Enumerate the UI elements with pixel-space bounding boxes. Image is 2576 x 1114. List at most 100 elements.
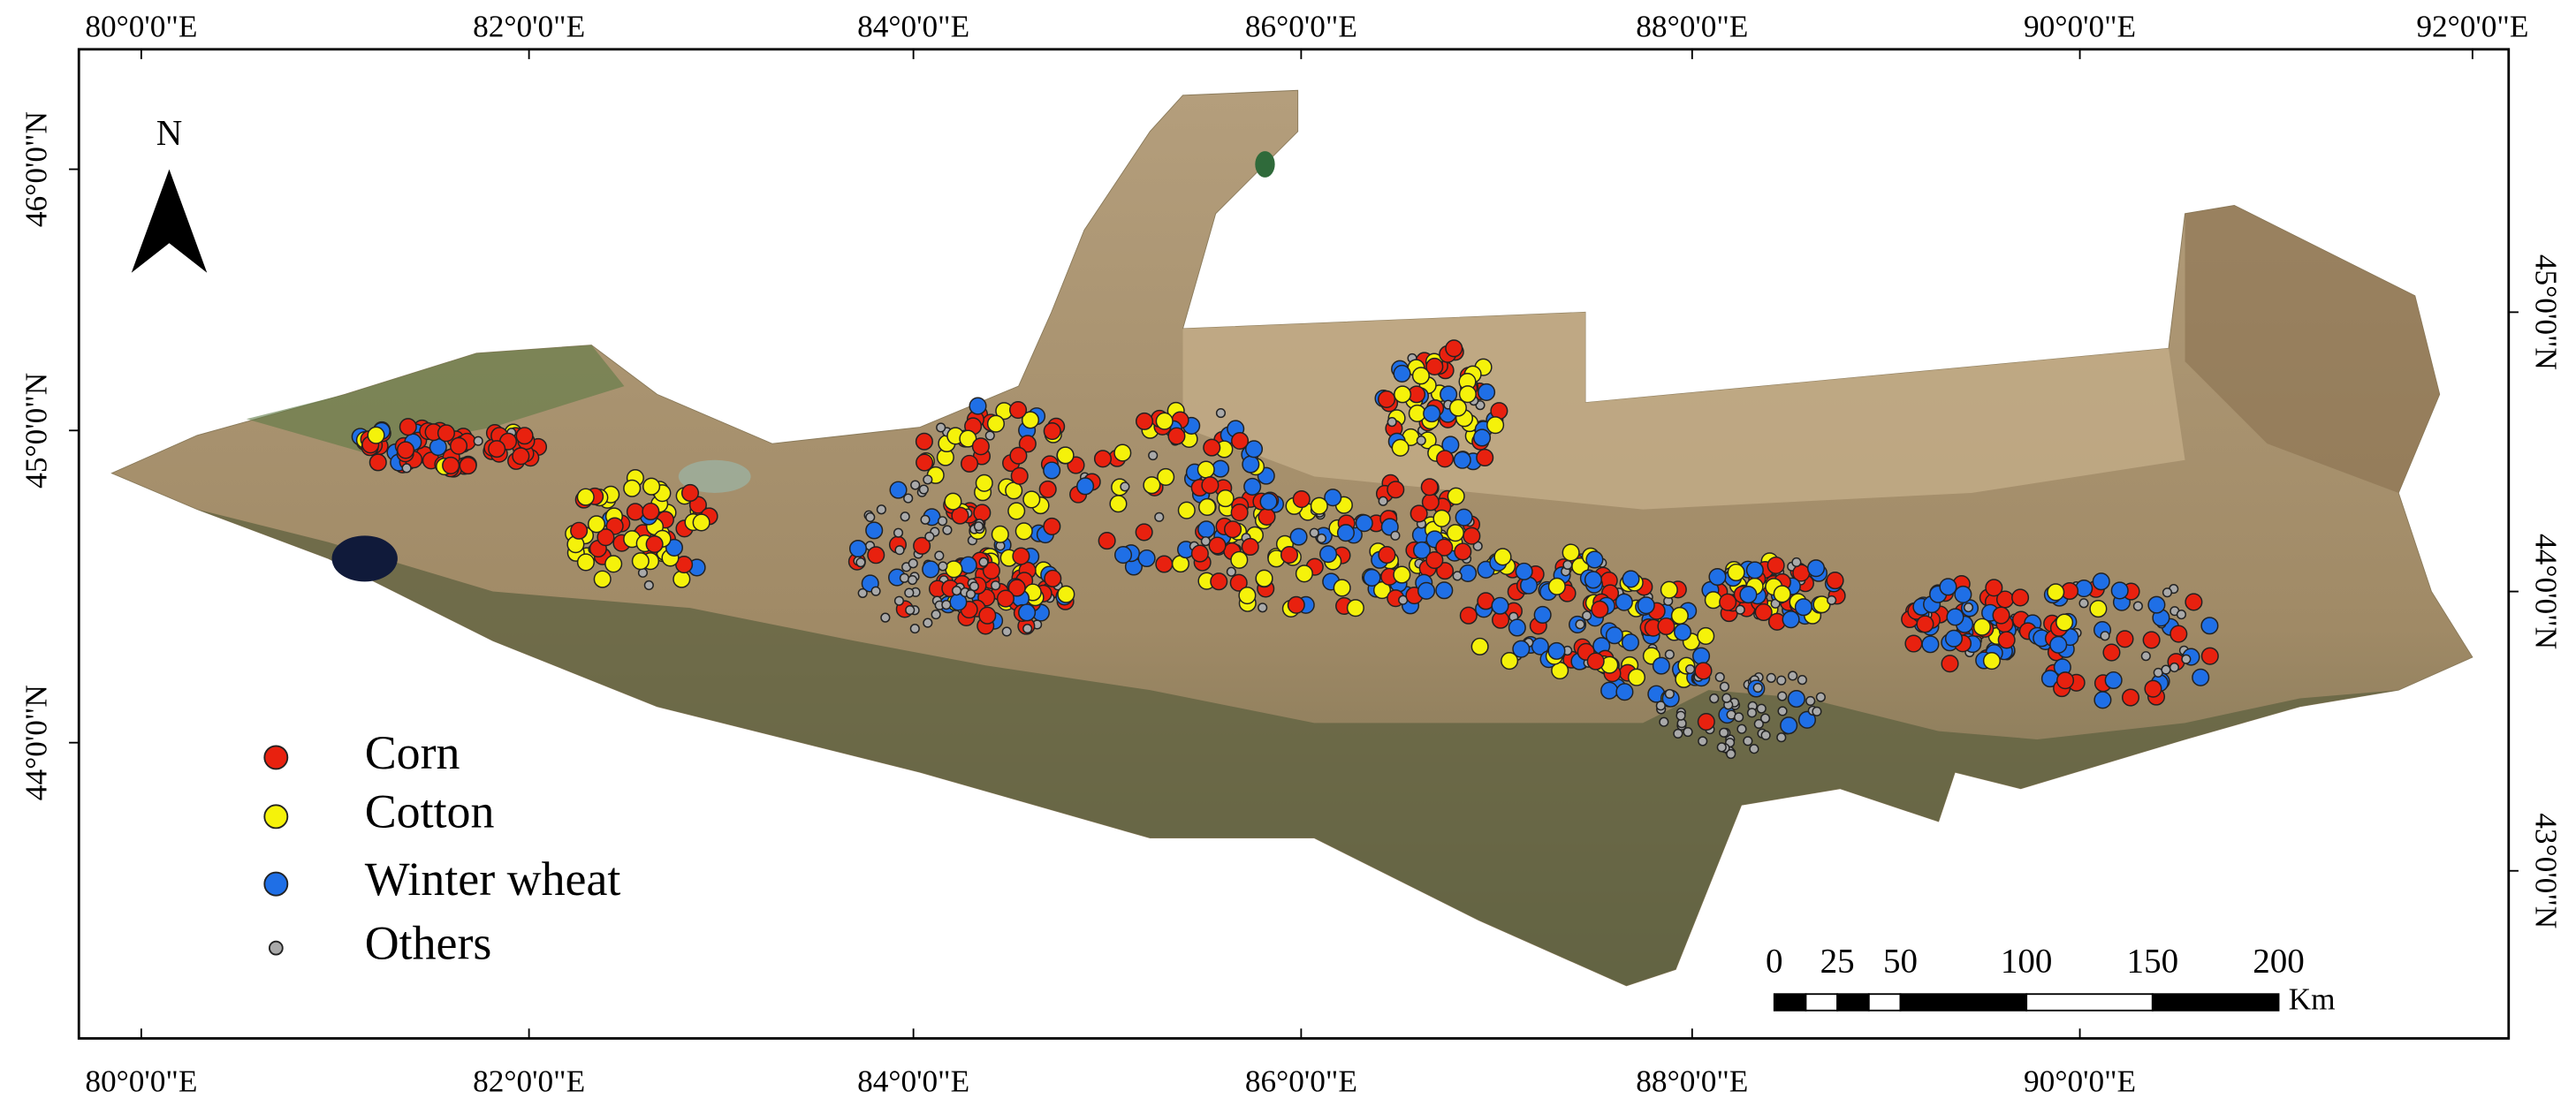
sample-point [1137,549,1156,568]
sample-point [1963,602,1974,613]
sample-point [941,600,952,610]
sample-point [1093,450,1113,468]
sample-point [1743,736,1753,746]
sample-point [916,453,934,472]
sample-point [1167,427,1186,445]
sample-point [1719,593,1737,611]
sample-point [1584,571,1602,589]
sample-point [1946,608,1964,626]
sample-point [1478,383,1496,401]
sample-point [2093,691,2112,709]
sample-point [1378,496,1388,506]
scale-segment [1805,993,1839,1012]
sample-point [893,527,904,538]
sample-point [1745,561,1764,580]
sample-point [951,586,962,596]
sample-point [2055,613,2074,632]
sample-point [1242,455,1260,474]
sample-point [515,427,534,445]
sample-point [1777,691,1788,701]
right-label: 43°0'0"N [2529,813,2564,928]
sample-point [1586,652,1605,671]
sample-point [893,595,905,606]
sample-point [1657,617,1676,636]
sample-point [1021,411,1040,429]
sample-point [1155,555,1174,573]
sample-point [1215,407,1227,419]
sample-point [1098,532,1116,550]
sample-point [907,574,918,586]
sample-point [1435,581,1454,600]
sample-point [587,515,606,534]
sample-point [1435,538,1454,557]
sample-point [945,560,963,579]
sample-point [937,516,948,527]
top-label: 90°0'0"E [2024,10,2136,44]
sample-point [991,525,1009,543]
left-label: 45°0'0"N [19,373,54,489]
sample-point [867,546,885,565]
sample-point [450,436,468,455]
sample-point [1493,548,1512,566]
sample-point [991,580,1001,591]
sample-point [1324,489,1342,507]
scale-label: 150 [2127,943,2179,981]
sample-point [1714,671,1725,683]
sample-point [1043,517,1061,535]
legend-swatch [263,745,289,770]
sample-point [1904,634,1923,653]
legend-label: Corn [365,726,460,779]
sample-point [969,397,987,415]
scale-unit: Km [2289,982,2336,1017]
sample-point [922,560,940,579]
sample-point [1749,744,1759,754]
sample-point [1387,417,1397,428]
sample-point [1243,477,1262,496]
legend-swatch [263,871,289,897]
sample-point [1076,477,1095,496]
sample-point [1508,618,1526,637]
sample-point [855,557,866,568]
sample-point [645,534,664,554]
sample-point [2169,662,2180,673]
sample-point [692,513,710,532]
sample-point [936,422,946,433]
sample-point [604,555,623,573]
sample-point [1754,602,1773,622]
sample-point [1230,431,1250,451]
lake [678,459,751,493]
sample-point [1280,546,1299,565]
sample-point [1208,536,1227,555]
sample-point [2169,625,2188,643]
sample-point [938,561,948,572]
sample-point [2181,654,2192,664]
sample-point [965,588,976,600]
sample-point [1735,604,1745,615]
sample-point [512,447,530,466]
scale-segment [1773,993,1807,1012]
sample-point [1670,606,1689,625]
sample-point [857,587,868,598]
sample-point [1007,579,1026,597]
sample-point [1827,595,1837,605]
sample-point [1387,481,1405,499]
sample-point [1776,675,1787,686]
sample-point [1709,693,1720,704]
top-label: 92°0'0"E [2416,10,2528,44]
sample-point [680,483,700,503]
sample-point [1458,385,1477,404]
sample-point [2144,679,2162,698]
sample-point [1018,603,1037,622]
bottom-label: 84°0'0"E [857,1065,969,1099]
sample-point [626,503,644,521]
sample-point [984,430,995,441]
sample-point [1425,550,1444,570]
sample-point [2047,583,2065,602]
sample-point [1582,610,1592,621]
sample-point [1736,724,1747,734]
sample-point [1726,748,1736,760]
sample-point [442,456,460,474]
sample-point [576,553,595,572]
sample-point [1255,569,1273,587]
sample-point [1547,577,1566,595]
